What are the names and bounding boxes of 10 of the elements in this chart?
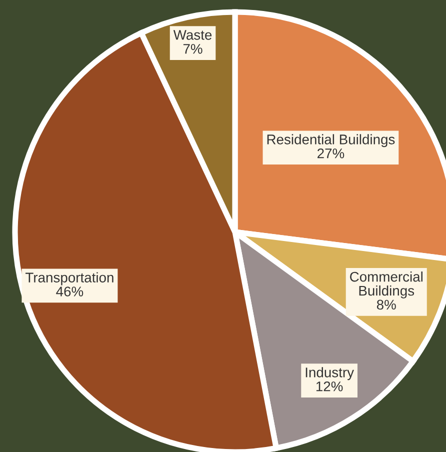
- slice-label: Waste: [173, 30, 212, 40]
- data-label: 8%: [376, 300, 396, 310]
- slice-label: Transportation: [26, 272, 114, 286]
- slice-label: Industry: [306, 367, 354, 380]
- data-label: 7%: [183, 44, 202, 54]
- data-label: 46%: [56, 286, 84, 296]
- slice-label: Commercial Buildings: [350, 272, 422, 298]
- data-label: 27%: [318, 148, 344, 158]
- slice-label: Residential Buildings: [267, 134, 395, 148]
- data-label: 12%: [316, 381, 343, 392]
